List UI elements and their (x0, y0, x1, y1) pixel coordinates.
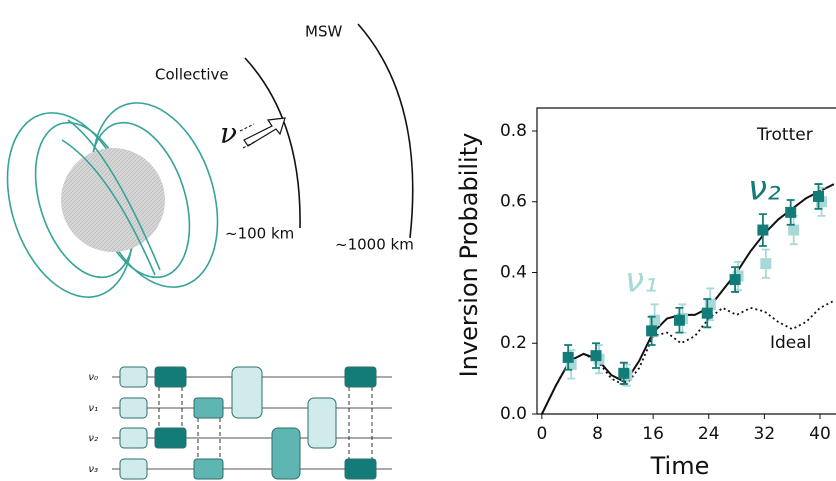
error-bar (729, 266, 741, 293)
x-tick-label: 0 (536, 424, 547, 444)
label: Collective (155, 66, 229, 84)
x-tick-label: 24 (698, 424, 720, 444)
marker (788, 224, 800, 236)
marker (649, 314, 661, 326)
qubit-label: ν₃ (88, 464, 98, 475)
error-bar (813, 183, 825, 210)
gates (119, 366, 377, 480)
illustration: Collective ~100 km MSW ~1000 km ν (6, 23, 414, 298)
qubit-label: ν₂ (88, 433, 98, 444)
neutron-star (61, 148, 165, 252)
label: ~100 km (225, 225, 294, 243)
x-tick-label: 8 (592, 424, 603, 444)
chart: Inversion Probability Time 0.0 0.2 0.4 0.6 0… (455, 107, 836, 480)
line-label: Trotter (756, 125, 813, 145)
marker (565, 358, 577, 370)
marker (729, 274, 741, 286)
y-tick-label: 0.0 (500, 404, 527, 424)
error-bar (590, 342, 602, 369)
error-bar (646, 315, 658, 346)
marker (618, 367, 630, 379)
field-line (61, 119, 161, 276)
gate (119, 458, 148, 480)
gate (271, 427, 301, 480)
collective-arc (244, 57, 301, 229)
circuit: ν₀ ν₁ ν₂ ν₃ (88, 366, 392, 480)
msw-arc (357, 23, 414, 239)
gate (154, 427, 187, 449)
gate (119, 366, 148, 388)
y-tick-label: 0.6 (500, 192, 527, 212)
y-axis-title: Inversion Probability (455, 133, 483, 378)
y-tick-label: 0.2 (500, 333, 527, 353)
marker (760, 258, 772, 270)
error-bar (701, 298, 713, 329)
error-bar (673, 306, 685, 334)
x-tick-label: 16 (642, 424, 664, 444)
arrow-trail (239, 123, 257, 149)
error-bar (760, 248, 772, 279)
gate (119, 427, 148, 449)
marker (704, 298, 716, 310)
marker (757, 224, 769, 236)
marker (562, 351, 574, 363)
error-bar (618, 361, 630, 385)
line (541, 299, 835, 415)
plot-frame (536, 107, 836, 415)
y-tick-label: 0.8 (500, 121, 527, 141)
line-label: Ideal (770, 333, 811, 353)
gate (231, 366, 263, 419)
marker (701, 307, 713, 319)
error-bar (562, 344, 574, 371)
marker (590, 350, 602, 362)
arrow (243, 117, 286, 147)
series-label: ν₁ (625, 261, 658, 301)
y-tick-label: 0.4 (500, 262, 527, 282)
error-bar (757, 213, 769, 247)
neutrino-symbol: ν (220, 117, 237, 150)
series-label: ν₂ (748, 169, 781, 209)
x-axis-title: Time (650, 452, 710, 480)
marker (646, 325, 658, 337)
x-tick-label: 40 (809, 424, 831, 444)
gate (193, 397, 224, 419)
gate (193, 458, 224, 480)
gate (307, 397, 337, 449)
gate (154, 366, 187, 388)
error-bar (785, 199, 797, 226)
gate (344, 366, 377, 388)
label: MSW (305, 23, 342, 41)
qubit-label: ν₀ (88, 372, 98, 383)
marker (813, 190, 825, 202)
gate (119, 397, 148, 419)
label: ~1000 km (335, 236, 414, 254)
marker (785, 206, 797, 218)
qubit-label: ν₁ (88, 403, 98, 414)
x-tick-label: 32 (754, 424, 776, 444)
gate (344, 458, 377, 480)
marker (673, 314, 685, 326)
